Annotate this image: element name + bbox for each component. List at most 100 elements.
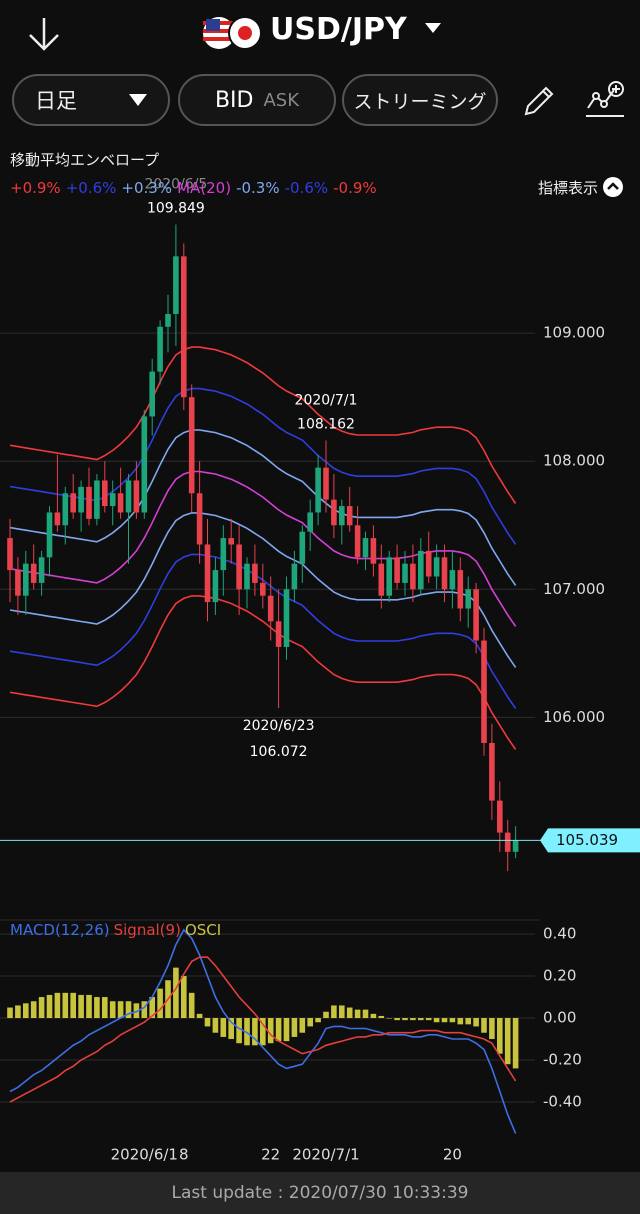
legend-item: 移動平均エンベロープ xyxy=(10,151,160,169)
bid-label[interactable]: BID xyxy=(214,87,254,113)
osci-bar xyxy=(354,1009,361,1019)
y-tick-label: 107.000 xyxy=(543,580,605,598)
pair-name[interactable]: USD/JPY xyxy=(270,12,407,47)
y-tick-label: -0.40 xyxy=(543,1093,582,1111)
osci-bar xyxy=(331,1005,337,1019)
osci-bar xyxy=(54,992,61,1019)
candle-body xyxy=(7,538,13,571)
bid-ask-toggle[interactable]: BID ASK xyxy=(178,74,336,126)
osci-bar xyxy=(362,1009,369,1019)
collapse-icon[interactable] xyxy=(602,176,624,198)
ask-label[interactable]: ASK xyxy=(263,89,300,111)
candle-body xyxy=(275,621,282,647)
envelope-line xyxy=(9,346,517,504)
candle-body xyxy=(315,467,321,513)
candle-body xyxy=(252,563,258,583)
osci-bar xyxy=(378,1015,385,1019)
x-tick-label: 20 xyxy=(443,1146,462,1164)
osci-bar xyxy=(267,1018,274,1044)
osci-bar xyxy=(173,967,179,1019)
candle-body xyxy=(196,493,203,545)
candle-body xyxy=(204,544,211,603)
legend-item: -0.3% xyxy=(236,179,280,197)
osci-bar xyxy=(481,1018,487,1033)
osci-bar xyxy=(7,1007,13,1019)
candle-body xyxy=(299,531,306,564)
candle-body xyxy=(339,506,345,526)
candle-body xyxy=(473,589,479,641)
candle-body xyxy=(157,326,163,372)
osci-bar xyxy=(125,1001,132,1019)
y-tick-label: 0.20 xyxy=(543,967,576,985)
macd-line xyxy=(9,956,517,1103)
legend-item: Signal(9) xyxy=(114,921,181,939)
candle-body xyxy=(46,512,53,558)
legend-item: OSCI xyxy=(185,921,221,939)
y-tick-label: 0.00 xyxy=(543,1009,576,1027)
y-tick-label: 109.000 xyxy=(543,324,605,342)
osci-bar xyxy=(196,1013,203,1019)
period-button[interactable]: 日足 xyxy=(12,74,170,126)
y-tick-label: -0.20 xyxy=(543,1051,582,1069)
osci-bar xyxy=(78,994,84,1019)
osci-bar xyxy=(291,1018,298,1037)
indicator-toggle-label[interactable]: 指標表示 xyxy=(538,178,599,197)
osci-bar xyxy=(220,1018,227,1037)
annotation-date: 2020/6/23 xyxy=(243,718,315,734)
annotation-value: 108.162 xyxy=(297,416,355,432)
candle-body xyxy=(125,480,132,513)
osci-bar xyxy=(133,1003,140,1019)
candle-body xyxy=(267,595,274,622)
osci-bar xyxy=(236,1018,242,1044)
streaming-label[interactable]: ストリーミング xyxy=(353,90,487,113)
osci-bar xyxy=(23,1003,29,1019)
osci-bar xyxy=(260,1018,266,1046)
osci-bar xyxy=(418,1018,424,1021)
annotation-date: 2020/7/1 xyxy=(295,392,358,408)
dropdown-arrow xyxy=(129,94,147,106)
osci-bar xyxy=(386,1018,392,1019)
candle-body xyxy=(117,493,124,513)
y-tick-label: 0.40 xyxy=(543,925,576,943)
osci-bar xyxy=(402,1018,408,1021)
candle-body xyxy=(109,493,116,507)
pair-selector[interactable]: USD/JPY xyxy=(270,12,455,47)
x-tick-label: 2020/6/1 xyxy=(111,1146,178,1164)
osci-bar xyxy=(38,997,45,1019)
legend-item: +0.3% xyxy=(121,179,173,197)
candle-body xyxy=(457,570,464,609)
streaming-button[interactable]: ストリーミング xyxy=(342,74,498,126)
candle-body xyxy=(220,538,227,571)
osci-bar xyxy=(244,1018,250,1046)
indicator-toggle[interactable]: 指標表示 xyxy=(538,176,624,198)
osci-bar xyxy=(86,994,92,1019)
candle-body xyxy=(291,563,298,590)
osci-bar xyxy=(15,1005,21,1019)
x-tick-label: 8 xyxy=(179,1146,189,1164)
dropdown-arrow[interactable] xyxy=(415,19,455,39)
osci-bar xyxy=(323,1011,329,1019)
period-label[interactable]: 日足 xyxy=(35,89,77,113)
candle-body xyxy=(394,557,400,583)
osci-bar xyxy=(275,1018,282,1042)
candle-body xyxy=(78,486,84,513)
osci-bar xyxy=(441,1018,448,1023)
indicator-tool[interactable] xyxy=(582,78,628,122)
osci-bar xyxy=(410,1018,416,1021)
osci-bar xyxy=(141,1001,148,1019)
osci-bar xyxy=(188,992,195,1019)
candle-body xyxy=(283,589,290,647)
osci-bar xyxy=(457,1018,464,1025)
candle-body xyxy=(331,499,337,526)
osci-bar xyxy=(149,997,155,1019)
osci-bar xyxy=(94,997,100,1019)
macd-legend: MACD(12,26) Signal(9) OSCI xyxy=(10,921,221,939)
osci-bar xyxy=(212,1018,219,1033)
osci-bar xyxy=(346,1007,353,1019)
legend-item: +0.9% xyxy=(10,179,61,197)
osci-bar xyxy=(307,1018,313,1027)
draw-tool[interactable] xyxy=(518,80,558,120)
candle-body xyxy=(62,493,69,526)
osci-bar xyxy=(181,976,187,1019)
back-button[interactable] xyxy=(22,14,66,54)
